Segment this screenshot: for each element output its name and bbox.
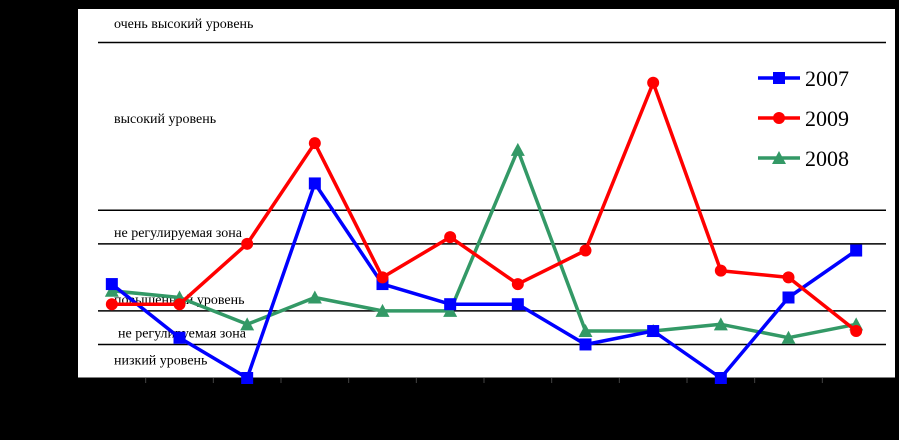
series-line-2008 [111,148,857,340]
zone-label: очень высокий уровень [114,17,253,32]
data-point-2007 [105,278,118,291]
data-point-2007 [579,338,592,351]
data-point-2009 [782,271,795,284]
data-point-2009 [850,325,863,338]
data-point-2007 [782,291,795,304]
data-point-2008 [375,303,390,317]
data-point-2007 [173,331,186,344]
data-point-2009 [105,298,118,311]
legend-marker-2008 [772,151,786,164]
legend-label-2008: 2008 [805,146,849,171]
series-line-2009 [111,81,858,333]
data-point-2009 [647,76,660,89]
data-point-2008 [713,317,728,331]
data-point-2007 [647,325,660,338]
data-point-2008 [240,317,255,331]
data-point-2009 [173,298,186,311]
data-point-2008 [578,324,593,338]
data-point-2009 [511,278,524,291]
plot-area [78,9,895,378]
data-point-2008 [307,290,322,304]
data-point-2007 [850,244,863,257]
legend-marker-2009 [773,112,785,124]
zone-label: высокий уровень [114,112,216,127]
data-point-2009 [241,237,254,250]
series-line-2007 [110,181,858,380]
data-point-2009 [579,244,592,257]
data-point-2008 [510,142,525,156]
zone-label: низкий уровень [114,353,207,368]
legend-marker-2007 [773,72,785,84]
zone-label: не регулируемая зона [114,226,243,241]
data-point-2008 [104,283,119,297]
data-point-2009 [308,137,321,150]
data-point-2007 [241,372,254,384]
data-point-2009 [444,231,457,244]
data-point-2007 [511,298,524,311]
data-point-2008 [443,303,458,317]
legend-label-2007: 2007 [805,66,849,91]
data-point-2008 [781,330,796,344]
legend-label-2009: 2009 [805,106,849,131]
data-point-2007 [714,372,727,384]
data-point-2007 [444,298,457,311]
data-point-2007 [308,177,321,190]
data-point-2009 [714,264,727,277]
data-point-2009 [376,271,389,284]
